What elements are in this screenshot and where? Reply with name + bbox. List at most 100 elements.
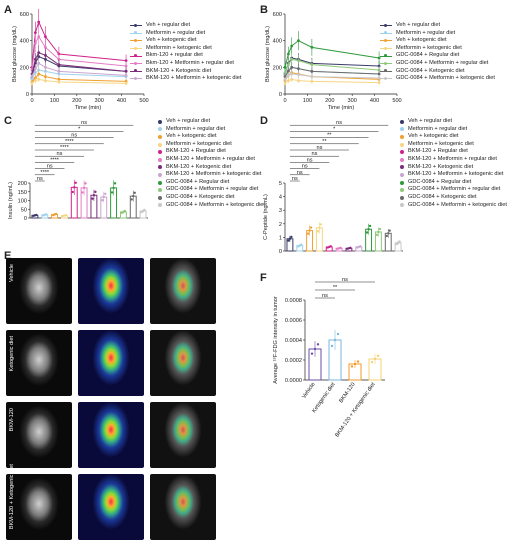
- x-tick-label: 100: [303, 98, 312, 104]
- panel-letter-b: B: [260, 4, 268, 16]
- legend-label: GDC-0084 + Metformin + regular diet: [408, 186, 501, 193]
- legend-label: Bkm-120 + Metformin + regular diet: [146, 59, 234, 66]
- legend-item: GDC-0084 + Metformin + ketogenic diet: [380, 75, 495, 83]
- data-point: [318, 226, 321, 230]
- legend-label: Metformin + ketogenic diet: [396, 44, 462, 51]
- data-point: [33, 31, 37, 35]
- legend-item: Veh + ketogenic diet: [400, 133, 507, 141]
- legend-label: Metformin + regular diet: [408, 125, 468, 132]
- legend-label: Veh + ketogenic diet: [396, 37, 447, 44]
- panel-letter-e: E: [4, 250, 12, 262]
- data-point: [310, 352, 314, 355]
- legend-marker: [400, 142, 404, 147]
- x-tick-label: 200: [72, 98, 81, 104]
- legend-marker: [130, 61, 142, 65]
- legend-marker: [400, 195, 404, 200]
- data-point: [356, 360, 360, 363]
- data-point: [37, 68, 41, 72]
- data-point: [286, 79, 290, 83]
- data-point: [339, 246, 342, 250]
- data-point: [297, 67, 300, 71]
- x-tick-label: 400: [117, 98, 126, 104]
- y-tick-label: 2: [279, 222, 282, 228]
- data-point: [37, 72, 41, 76]
- y-tick-label: 150: [18, 190, 27, 196]
- legend-label: BKM-120 + Metformin + regular diet: [408, 155, 497, 162]
- legend-label: GDC-0084 + Metformin + ketogenic diet: [396, 75, 495, 82]
- data-point: [44, 35, 47, 39]
- legend-item: BKM-120 + Metformin + ketogenic diet: [158, 171, 265, 179]
- y-tick-label: 200: [273, 65, 282, 71]
- legend-marker: [158, 134, 162, 139]
- significance-label: ns: [312, 151, 318, 157]
- data-point: [310, 69, 314, 73]
- legend-marker: [130, 46, 142, 50]
- legend-marker: [130, 23, 142, 27]
- data-point: [316, 230, 320, 233]
- data-point: [112, 186, 115, 190]
- data-point: [44, 53, 47, 57]
- significance-label: ****: [40, 170, 50, 176]
- data-point: [143, 208, 146, 212]
- row-label-keto: Ketogenic diet: [9, 336, 15, 372]
- legend-marker: [130, 69, 142, 73]
- significance-label: *: [78, 126, 81, 132]
- significance-label: ns: [81, 120, 87, 126]
- data-point: [310, 63, 314, 67]
- x-tick-label: 500: [139, 98, 148, 104]
- legend-item: BKM-120 + Ketogenic diet: [158, 164, 265, 172]
- y-axis-label: Insulin (ng/mL): [8, 182, 14, 219]
- y-tick-label: 200: [20, 65, 29, 71]
- pet-image: [78, 330, 144, 396]
- pet-image: [78, 474, 144, 540]
- data-point: [132, 194, 135, 198]
- data-point: [377, 76, 381, 80]
- legend-label: BKM-120 + Regular diet: [408, 148, 468, 155]
- y-tick-label: 400: [273, 39, 282, 45]
- y-tick-label: 0: [279, 92, 282, 98]
- panel-letter-f: F: [260, 272, 267, 284]
- y-axis-label: Average ¹⁸F-FDG intensity in tumor: [272, 296, 279, 384]
- legend-label: BKM-120 + Ketogenic diet: [166, 163, 232, 170]
- data-point: [290, 65, 294, 69]
- data-point: [82, 186, 86, 190]
- legend-item: BKM-120 + Metformin + ketogenic diet: [400, 171, 507, 179]
- legend-b: Veh + regular diet Metformin + regular di…: [380, 22, 495, 83]
- data-point: [113, 182, 117, 185]
- significance-label: *: [333, 126, 336, 132]
- legend-item: BKM-120 + Metformin + regular diet: [400, 156, 507, 164]
- legend-label: Veh + ketogenic diet: [408, 133, 459, 140]
- data-point: [74, 181, 77, 184]
- legend-marker: [130, 54, 142, 58]
- data-point: [287, 239, 290, 242]
- data-point: [316, 343, 320, 346]
- data-point: [81, 191, 84, 194]
- data-point: [290, 72, 294, 76]
- data-point: [33, 57, 37, 61]
- legend-label: Veh + regular diet: [408, 118, 453, 124]
- pet-image: [78, 258, 144, 324]
- fusion-image: [150, 474, 216, 540]
- data-point: [283, 77, 287, 81]
- data-point: [368, 224, 372, 228]
- significance-label: ns: [322, 293, 328, 299]
- legend-label: Veh + regular diet: [166, 118, 211, 124]
- data-point: [44, 79, 47, 83]
- legend-item: Metformin + regular diet: [400, 126, 507, 134]
- legend-label: GDC-0084 + Metformin + ketogenic diet: [408, 201, 507, 208]
- data-point: [37, 35, 41, 39]
- mri-image: [6, 474, 72, 540]
- legend-item: GDC-0084 + Regular diet: [400, 179, 507, 187]
- data-point: [319, 223, 323, 226]
- data-point: [57, 57, 61, 61]
- legend-item: GDC-0084 + Metformin + regular diet: [400, 186, 507, 194]
- x-tick-label: 500: [392, 98, 401, 104]
- data-point: [124, 64, 128, 68]
- legend-d: Veh + regular diet Metformin + regular di…: [400, 118, 507, 209]
- data-point: [57, 69, 61, 73]
- data-point: [94, 190, 97, 194]
- data-point: [377, 56, 381, 60]
- legend-a: Veh + regular diet Metformin + regular di…: [130, 22, 241, 83]
- data-point: [64, 213, 68, 217]
- data-point: [33, 41, 37, 45]
